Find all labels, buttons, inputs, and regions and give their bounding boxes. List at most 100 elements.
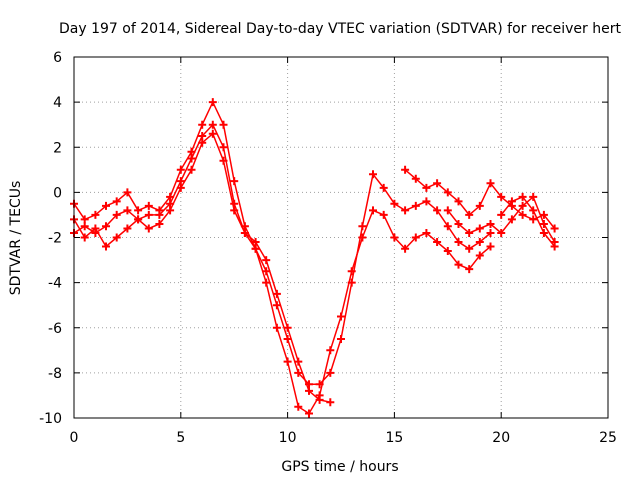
data-point	[112, 210, 121, 219]
y-tick-label: -8	[48, 366, 62, 382]
data-point	[102, 201, 110, 210]
data-point	[433, 238, 442, 246]
x-tick-label: 0	[70, 430, 79, 446]
data-point	[465, 265, 474, 274]
data-point	[219, 156, 228, 165]
data-point	[475, 201, 484, 210]
data-point	[518, 192, 527, 201]
data-point	[123, 206, 132, 215]
data-point	[134, 215, 143, 224]
data-point	[198, 132, 207, 140]
data-point	[518, 210, 527, 219]
data-point	[326, 346, 335, 355]
series-track-6	[497, 192, 559, 251]
data-point	[219, 143, 228, 152]
axis-ticks	[73, 56, 609, 419]
data-point	[390, 199, 399, 208]
data-point	[91, 210, 100, 219]
data-point	[539, 229, 548, 237]
y-axis-label: SDTVAR / TECUs	[8, 181, 24, 296]
data-point	[475, 251, 484, 260]
data-point	[208, 120, 217, 129]
y-tick-label: -10	[39, 411, 62, 427]
data-point	[358, 222, 367, 231]
data-point	[219, 120, 228, 129]
data-point	[123, 188, 132, 197]
data-point	[422, 183, 431, 192]
data-point	[454, 238, 463, 246]
data-point	[401, 206, 410, 215]
y-tick-label: 6	[53, 50, 62, 66]
data-point	[465, 244, 474, 253]
data-point	[454, 220, 463, 228]
data-point	[176, 183, 185, 192]
data-point	[326, 398, 335, 407]
data-point	[358, 233, 367, 242]
data-point	[443, 206, 452, 215]
data-point	[230, 206, 239, 215]
data-point	[507, 197, 516, 206]
data-point	[529, 215, 538, 224]
data-point	[305, 409, 313, 418]
data-point	[443, 222, 452, 231]
data-point	[187, 154, 196, 163]
data-point	[294, 368, 303, 377]
data-point	[369, 206, 377, 215]
y-tick-label: -4	[48, 276, 62, 292]
data-point	[294, 357, 303, 366]
data-point	[369, 170, 377, 179]
series-track-3	[70, 129, 335, 407]
data-point	[347, 267, 356, 276]
y-tick-label: 2	[53, 140, 62, 156]
x-tick-label: 25	[599, 430, 617, 446]
data-point	[283, 357, 292, 366]
data-point	[497, 192, 506, 201]
data-point	[176, 177, 185, 186]
data-point	[80, 233, 89, 242]
data-point	[230, 199, 239, 208]
data-point	[475, 238, 484, 246]
tick-labels: 0 5 10 15 20 25 -10 -8 -6 -4 -2 0 2 4 6	[39, 50, 617, 446]
y-tick-label: -2	[48, 231, 62, 247]
data-point	[411, 174, 420, 183]
data-point	[166, 206, 175, 215]
data-point	[155, 210, 164, 219]
data-point	[144, 224, 153, 233]
data-point	[539, 220, 548, 228]
data-point	[251, 238, 260, 246]
data-point	[305, 386, 313, 395]
data-point	[91, 224, 100, 233]
series-line	[73, 100, 491, 385]
data-point	[529, 206, 538, 215]
data-point	[80, 222, 89, 231]
data-point	[144, 210, 153, 219]
data-point	[337, 312, 345, 321]
data-point	[454, 260, 463, 269]
data-point	[134, 206, 143, 215]
data-point	[112, 233, 121, 242]
data-point	[283, 323, 292, 332]
grid-lines	[74, 57, 608, 418]
data-point	[208, 129, 217, 138]
data-point	[262, 278, 271, 287]
data-point	[433, 179, 442, 188]
data-point	[272, 323, 281, 332]
y-tick-label: -6	[48, 321, 62, 337]
data-point	[283, 335, 292, 343]
data-point	[251, 244, 260, 253]
series-line	[500, 195, 556, 247]
data-point	[454, 197, 463, 206]
x-tick-label: 20	[492, 430, 510, 446]
data-point	[198, 138, 207, 147]
data-point	[198, 120, 207, 129]
data-point	[144, 201, 153, 210]
data-point	[529, 192, 538, 201]
series-line	[73, 132, 331, 403]
data-point	[465, 229, 474, 237]
x-tick-label: 10	[279, 430, 297, 446]
data-point	[208, 98, 217, 107]
data-point	[486, 229, 495, 237]
data-point	[240, 229, 249, 237]
data-point	[379, 210, 388, 219]
data-point	[401, 165, 410, 174]
